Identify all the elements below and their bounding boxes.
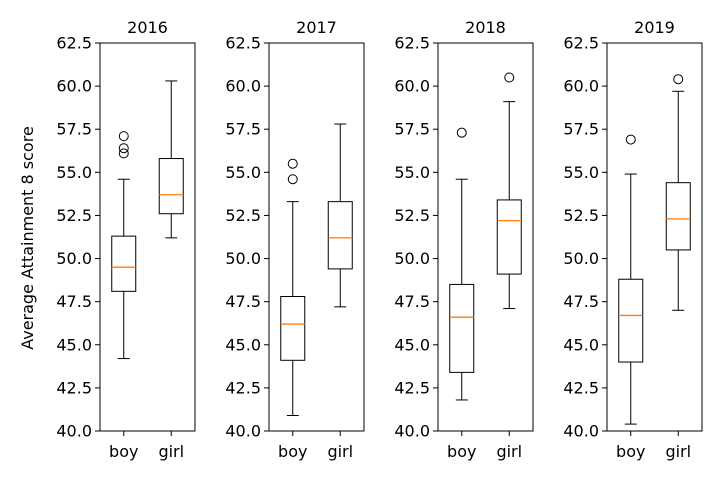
- box-boy: [449, 127, 475, 401]
- y-tick-label: 47.5: [563, 292, 599, 311]
- panel-title: 2018: [465, 18, 506, 37]
- y-tick-label: 47.5: [56, 292, 92, 311]
- box-girl: [158, 80, 184, 239]
- y-tick-label: 62.5: [56, 34, 92, 53]
- outlier-point: [625, 134, 636, 145]
- y-tick-label: 52.5: [563, 206, 599, 225]
- axes-frame: [99, 42, 196, 432]
- y-tick-label: 42.5: [56, 378, 92, 397]
- y-tick-label: 42.5: [225, 378, 261, 397]
- y-tick-label: 60.0: [225, 77, 261, 96]
- y-tick-label: 40.0: [394, 422, 430, 441]
- x-tick-label: boy: [447, 442, 476, 461]
- outlier-point: [287, 158, 298, 169]
- x-tick-label: girl: [496, 442, 522, 461]
- panel-2017: 2017 40.0 42.5 45.0 47.5 50.0 52.5 55.0 57.5 60.0…: [225, 18, 365, 461]
- y-tick-label: 47.5: [225, 292, 261, 311]
- x-tick-label: boy: [109, 442, 138, 461]
- y-tick-label: 52.5: [225, 206, 261, 225]
- panels: 2016 40.0 42.5 45.0 47.5 50.0 52.5 55.0 57.5 60.0…: [56, 18, 703, 461]
- box-body: [327, 201, 353, 270]
- y-axis-label: Average Attainment 8 score: [18, 126, 37, 350]
- y-tick-label: 50.0: [563, 249, 599, 268]
- box-body: [618, 278, 644, 363]
- y-tick-label: 60.0: [56, 77, 92, 96]
- panel-2016: 2016 40.0 42.5 45.0 47.5 50.0 52.5 55.0 57.5 60.0…: [56, 18, 196, 461]
- y-tick-label: 57.5: [225, 120, 261, 139]
- y-tick-label: 60.0: [563, 77, 599, 96]
- panel-2019: 2019 40.0 42.5 45.0 47.5 50.0 52.5 55.0 57.5 60.0…: [563, 18, 703, 461]
- y-tick-label: 40.0: [563, 422, 599, 441]
- x-tick-label: girl: [327, 442, 353, 461]
- outlier-point: [456, 127, 467, 138]
- box-girl: [327, 123, 353, 308]
- y-tick-label: 52.5: [394, 206, 430, 225]
- y-tick-label: 45.0: [394, 335, 430, 354]
- y-tick-label: 45.0: [56, 335, 92, 354]
- panel-title: 2019: [634, 18, 675, 37]
- y-tick-label: 45.0: [563, 335, 599, 354]
- box-girl: [496, 72, 522, 310]
- y-tick-label: 40.0: [56, 422, 92, 441]
- x-tick-label: girl: [158, 442, 184, 461]
- y-tick-label: 50.0: [394, 249, 430, 268]
- y-tick-label: 62.5: [394, 34, 430, 53]
- y-tick-label: 62.5: [563, 34, 599, 53]
- box-body: [449, 283, 475, 373]
- box-boy: [280, 158, 306, 416]
- panel-2018: 2018 40.0 42.5 45.0 47.5 50.0 52.5 55.0 57.5 60.0…: [394, 18, 534, 461]
- box-body: [280, 295, 306, 361]
- box-boy: [618, 134, 644, 425]
- y-tick-label: 45.0: [225, 335, 261, 354]
- x-tick-label: girl: [665, 442, 691, 461]
- y-tick-label: 55.0: [563, 163, 599, 182]
- box-body: [665, 182, 691, 251]
- axes-frame: [606, 42, 703, 432]
- y-tick-label: 62.5: [225, 34, 261, 53]
- outlier-point: [287, 174, 298, 185]
- y-tick-label: 50.0: [56, 249, 92, 268]
- y-tick-label: 52.5: [56, 206, 92, 225]
- y-tick-label: 42.5: [394, 378, 430, 397]
- y-tick-label: 40.0: [225, 422, 261, 441]
- y-tick-label: 55.0: [225, 163, 261, 182]
- y-tick-label: 42.5: [563, 378, 599, 397]
- y-tick-label: 55.0: [56, 163, 92, 182]
- outlier-point: [118, 148, 129, 159]
- y-tick-label: 50.0: [225, 249, 261, 268]
- y-tick-label: 57.5: [563, 120, 599, 139]
- axes-frame: [437, 42, 534, 432]
- panel-title: 2016: [127, 18, 168, 37]
- outlier-point: [118, 131, 129, 142]
- x-tick-label: boy: [616, 442, 645, 461]
- x-tick-label: boy: [278, 442, 307, 461]
- box-body: [111, 235, 137, 292]
- box-girl: [665, 74, 691, 311]
- box-body: [158, 158, 184, 215]
- y-tick-label: 47.5: [394, 292, 430, 311]
- box-body: [496, 199, 522, 275]
- y-tick-label: 55.0: [394, 163, 430, 182]
- outlier-point: [673, 74, 684, 85]
- outlier-point: [118, 143, 129, 154]
- y-tick-label: 60.0: [394, 77, 430, 96]
- box-boy: [111, 131, 137, 360]
- panel-title: 2017: [296, 18, 337, 37]
- axes-frame: [268, 42, 365, 432]
- y-tick-label: 57.5: [394, 120, 430, 139]
- outlier-point: [504, 72, 515, 83]
- y-tick-label: 57.5: [56, 120, 92, 139]
